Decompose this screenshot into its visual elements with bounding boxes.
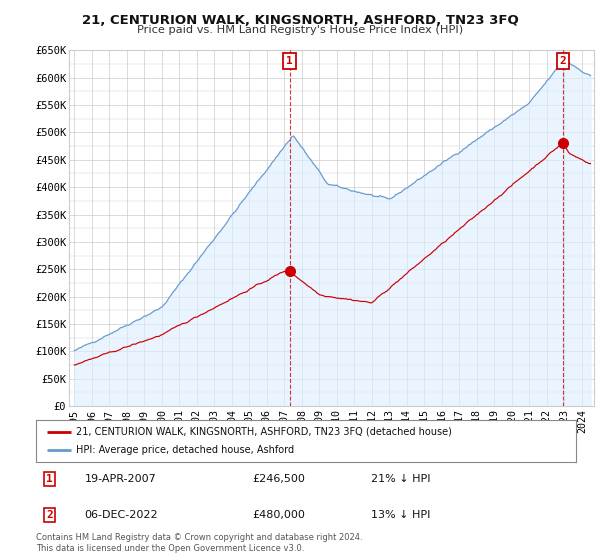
Text: 19-APR-2007: 19-APR-2007 bbox=[85, 474, 157, 484]
Text: HPI: Average price, detached house, Ashford: HPI: Average price, detached house, Ashf… bbox=[77, 445, 295, 455]
Text: Contains HM Land Registry data © Crown copyright and database right 2024.
This d: Contains HM Land Registry data © Crown c… bbox=[36, 533, 362, 553]
Text: 2: 2 bbox=[559, 56, 566, 66]
Text: £246,500: £246,500 bbox=[252, 474, 305, 484]
Text: 1: 1 bbox=[286, 56, 293, 66]
Text: 21, CENTURION WALK, KINGSNORTH, ASHFORD, TN23 3FQ (detached house): 21, CENTURION WALK, KINGSNORTH, ASHFORD,… bbox=[77, 427, 452, 437]
Text: 13% ↓ HPI: 13% ↓ HPI bbox=[371, 510, 430, 520]
Text: 06-DEC-2022: 06-DEC-2022 bbox=[85, 510, 158, 520]
Text: 1: 1 bbox=[46, 474, 53, 484]
Text: 21% ↓ HPI: 21% ↓ HPI bbox=[371, 474, 430, 484]
Text: 2: 2 bbox=[46, 510, 53, 520]
Text: 21, CENTURION WALK, KINGSNORTH, ASHFORD, TN23 3FQ: 21, CENTURION WALK, KINGSNORTH, ASHFORD,… bbox=[82, 14, 518, 27]
Text: Price paid vs. HM Land Registry's House Price Index (HPI): Price paid vs. HM Land Registry's House … bbox=[137, 25, 463, 35]
Text: £480,000: £480,000 bbox=[252, 510, 305, 520]
